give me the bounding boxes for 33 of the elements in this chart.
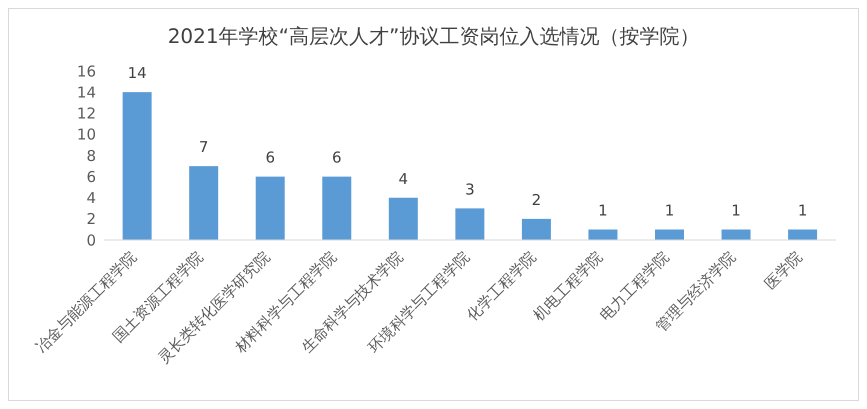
data-label: 1	[798, 201, 808, 220]
data-label: 4	[398, 170, 408, 188]
bar	[522, 218, 551, 240]
chart-title: 2021年学校“高层次人才”协议工资岗位入选情况（按学院）	[166, 23, 700, 50]
bar	[788, 229, 818, 240]
bar	[588, 229, 618, 240]
data-label: 7	[198, 138, 208, 156]
data-label: 1	[664, 201, 674, 220]
data-label: 1	[598, 201, 608, 220]
y-tick-label: 10	[76, 126, 96, 144]
data-label: 14	[128, 64, 147, 82]
x-tick-label: 医学院	[761, 248, 806, 293]
bar	[189, 166, 218, 240]
data-label: 3	[465, 180, 475, 198]
bar	[722, 229, 751, 240]
y-tick-label: 6	[86, 168, 96, 186]
bar	[122, 92, 152, 240]
data-label: 6	[265, 148, 275, 167]
bar	[455, 208, 484, 240]
bar	[654, 229, 684, 240]
bar	[388, 198, 418, 240]
y-tick-label: 8	[86, 146, 96, 165]
data-label: 2	[532, 190, 542, 209]
bar	[322, 176, 352, 240]
data-label: 1	[731, 201, 741, 220]
y-tick-label: 14	[76, 83, 96, 102]
y-tick-label: 4	[86, 189, 96, 208]
y-tick-label: 16	[76, 62, 96, 80]
bar	[256, 176, 285, 240]
y-tick-label: 12	[76, 104, 96, 123]
data-label: 6	[332, 148, 342, 167]
y-tick-label: 0	[86, 231, 96, 250]
y-tick-label: 2	[86, 210, 96, 228]
